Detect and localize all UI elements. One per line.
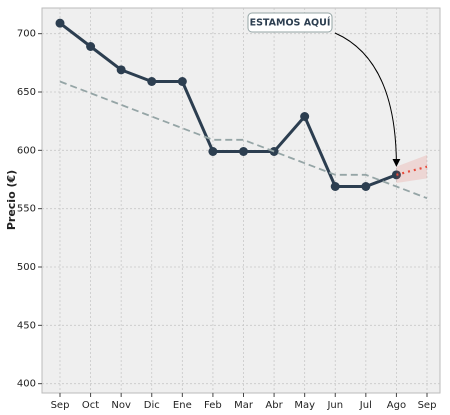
data-point: [330, 182, 340, 191]
y-tick-label: 400: [17, 379, 36, 390]
series-line: [59, 80, 428, 200]
data-point: [177, 77, 187, 86]
x-tick-label: May: [294, 400, 315, 411]
data-point: [55, 18, 65, 28]
data-point: [116, 65, 126, 75]
annotation-arrow: [334, 32, 401, 167]
x-tick-label: Sep: [418, 400, 437, 411]
x-tick-label: Sep: [51, 400, 70, 411]
y-tick-label: 550: [17, 204, 36, 215]
x-tick-label: Oct: [82, 400, 99, 411]
data-point: [361, 182, 371, 191]
data-point: [300, 112, 310, 121]
y-axis-label: Precio (€): [5, 170, 18, 230]
x-tick-label: Abr: [265, 400, 283, 411]
x-tick-label: Ene: [173, 400, 192, 411]
y-tick-label: 500: [17, 262, 36, 273]
y-tick-label: 600: [17, 145, 36, 156]
x-tick-label: Mar: [234, 400, 254, 411]
series-line: [59, 21, 397, 188]
x-tick-label: Feb: [204, 400, 222, 411]
plot-area: [41, 7, 441, 394]
y-tick-label: 700: [17, 29, 36, 40]
x-tick-label: Dic: [144, 400, 160, 411]
x-tick-label: Jul: [359, 400, 372, 411]
x-tick-label: Ago: [387, 400, 406, 411]
x-tick-label: Jun: [326, 400, 343, 411]
y-tick-label: 450: [17, 320, 36, 331]
confidence-band: [396, 155, 427, 183]
data-point: [239, 147, 248, 156]
data-point: [208, 147, 218, 156]
annotation-text: ESTAMOS AQUÍ: [250, 17, 331, 29]
data-point: [147, 77, 157, 86]
x-tick-label: Nov: [111, 400, 131, 411]
y-tick-label: 650: [17, 87, 36, 98]
data-point: [86, 42, 96, 51]
annotation-box: [247, 12, 333, 33]
